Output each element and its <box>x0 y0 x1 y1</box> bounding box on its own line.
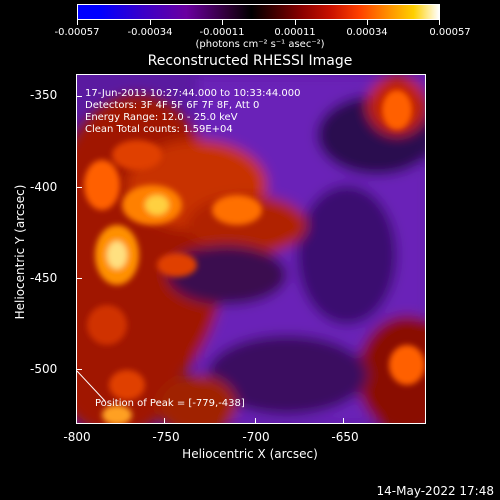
x-tick-label: -650 <box>331 430 359 444</box>
colorbar-tick <box>77 20 78 25</box>
time-range-label: 17-Jun-2013 10:27:44.000 to 10:33:44.000 <box>85 88 301 99</box>
colorbar-tick <box>367 20 368 25</box>
solar-image-map <box>77 75 425 423</box>
energy-range-label: Energy Range: 12.0 - 25.0 keV <box>85 112 238 123</box>
x-tick-label: -700 <box>242 430 270 444</box>
colorbar <box>77 4 440 20</box>
peak-marker-line <box>77 370 106 402</box>
image-title: Reconstructed RHESSI Image <box>147 53 353 69</box>
x-tick-label: -750 <box>152 430 180 444</box>
x-tick <box>76 418 77 424</box>
clean-counts-label: Clean Total counts: 1.59E+04 <box>85 124 233 135</box>
colorbar-label: -0.00011 <box>199 27 245 38</box>
y-tick <box>76 187 82 188</box>
x-tick <box>255 418 256 424</box>
colorbar-tick <box>295 20 296 25</box>
colorbar-units: (photons cm⁻² s⁻¹ asec⁻²) <box>195 39 325 50</box>
x-axis-title: Heliocentric X (arcsec) <box>182 447 318 461</box>
y-tick-label: -350 <box>30 88 58 102</box>
bright-kernels <box>84 90 425 423</box>
colorbar-tick <box>439 20 440 25</box>
colorbar-label: 0.00057 <box>429 27 471 38</box>
y-tick-label: -400 <box>30 180 58 194</box>
solar-image: 17-Jun-2013 10:27:44.000 to 10:33:44.000… <box>76 74 426 424</box>
y-tick-label: -500 <box>30 362 58 376</box>
peak-position-label: Position of Peak = [-779,-438] <box>95 398 245 409</box>
colorbar-label: 0.00011 <box>274 27 316 38</box>
colorbar-tick <box>150 20 151 25</box>
x-tick <box>164 418 165 424</box>
y-tick <box>76 369 82 370</box>
x-tick-label: -800 <box>63 430 91 444</box>
date-stamp: 14-May-2022 17:48 <box>376 484 494 498</box>
y-tick-label: -450 <box>30 271 58 285</box>
y-tick <box>76 278 82 279</box>
detectors-label: Detectors: 3F 4F 5F 6F 7F 8F, Att 0 <box>85 100 260 111</box>
colorbar-label: 0.00034 <box>346 27 388 38</box>
colorbar-label: -0.00034 <box>127 27 173 38</box>
x-tick <box>343 418 344 424</box>
y-tick <box>76 96 82 97</box>
colorbar-label: -0.00057 <box>54 27 100 38</box>
colorbar-tick <box>222 20 223 25</box>
y-axis-title: Heliocentric Y (arcsec) <box>13 184 27 320</box>
